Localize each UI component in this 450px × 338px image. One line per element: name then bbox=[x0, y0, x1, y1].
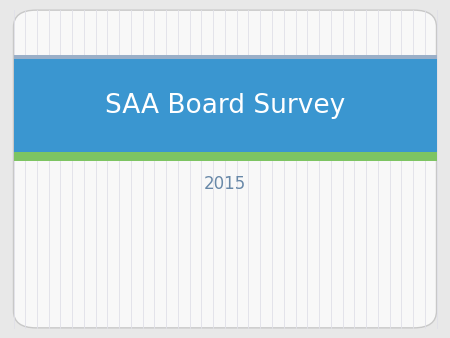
Bar bbox=[14, 59, 436, 152]
Bar bbox=[14, 152, 436, 161]
FancyBboxPatch shape bbox=[14, 10, 436, 328]
Text: 2015: 2015 bbox=[204, 175, 246, 193]
Bar bbox=[14, 55, 436, 59]
Text: SAA Board Survey: SAA Board Survey bbox=[105, 93, 345, 119]
